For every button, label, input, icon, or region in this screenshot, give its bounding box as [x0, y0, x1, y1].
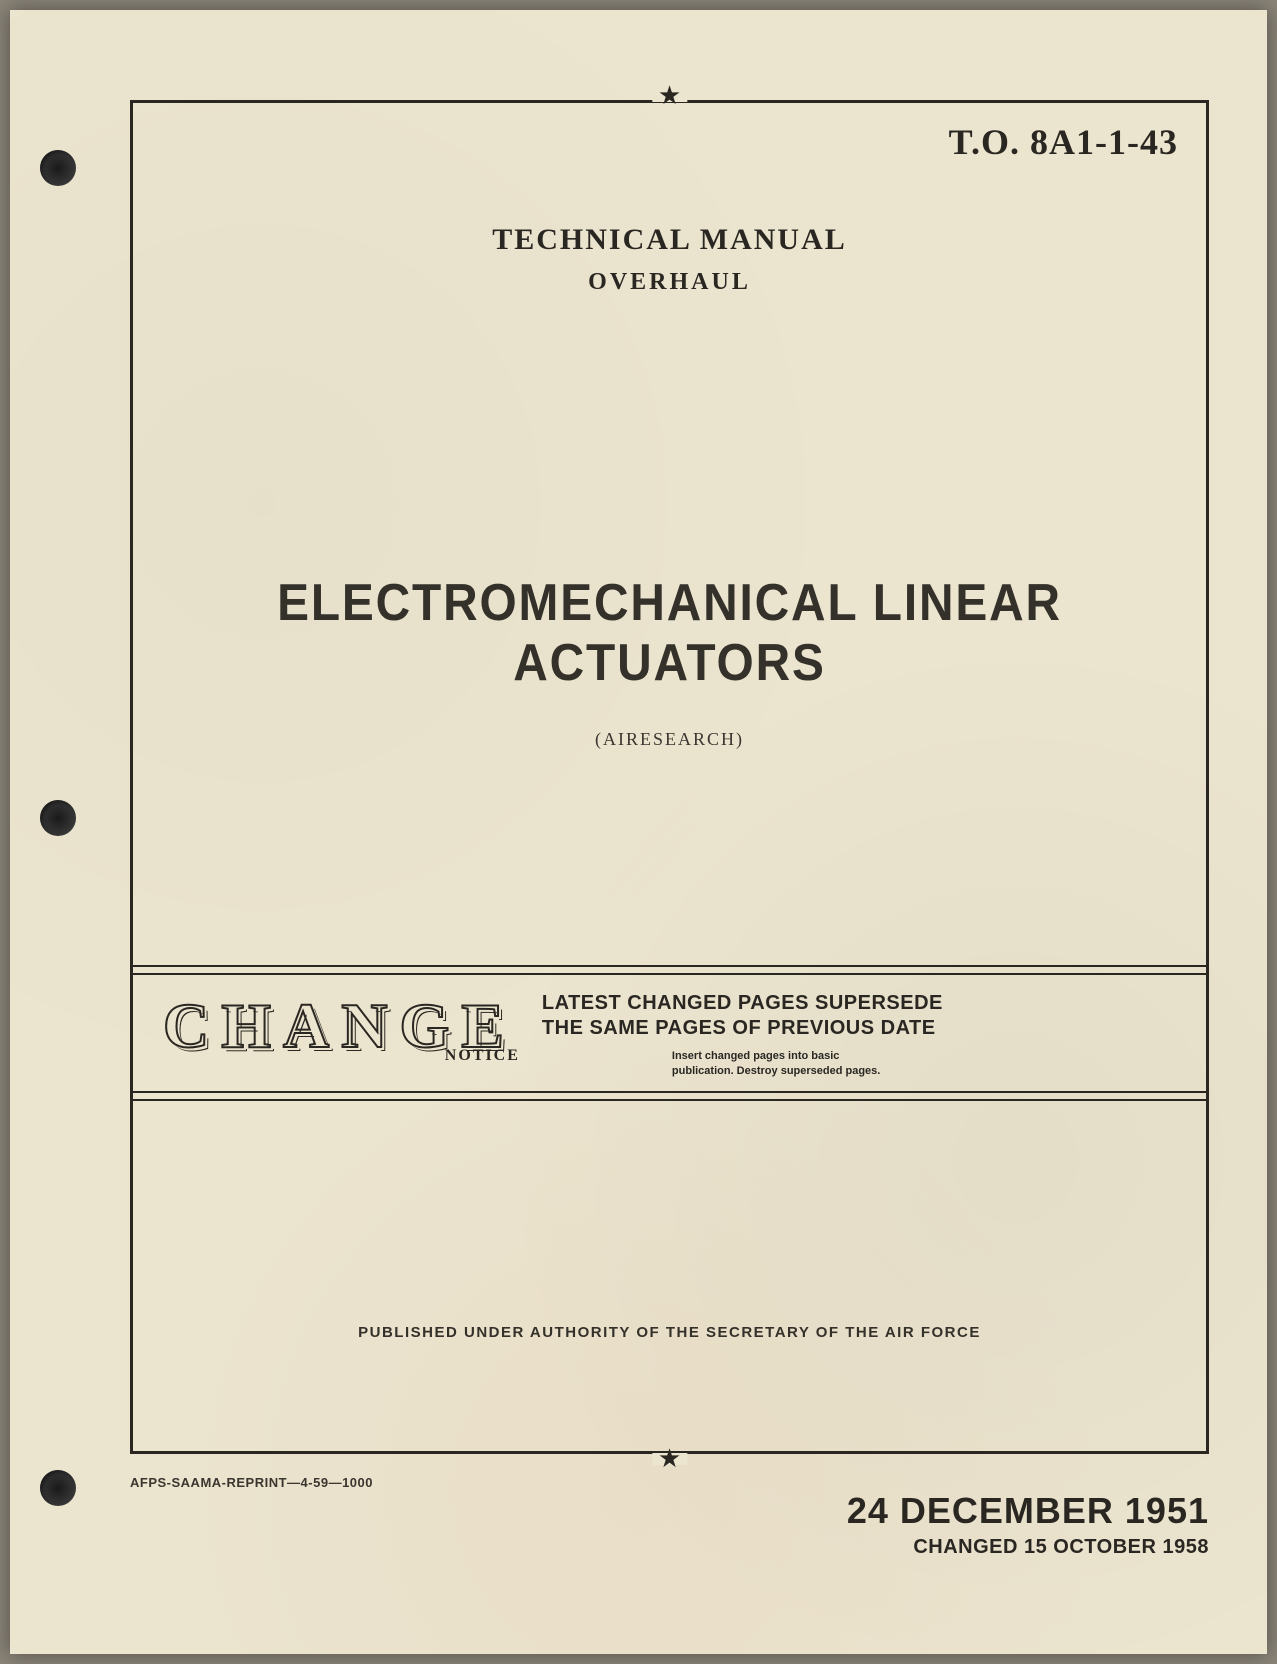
heading-overhaul: OVERHAUL [133, 269, 1206, 296]
supersede-line2: THE SAME PAGES OF PREVIOUS DATE [542, 1017, 936, 1039]
heading-technical-manual: TECHNICAL MANUAL [133, 223, 1206, 257]
supersede-text: LATEST CHANGED PAGES SUPERSEDE THE SAME … [542, 991, 1182, 1041]
document-number: T.O. 8A1-1-43 [949, 121, 1178, 163]
notice-text: NOTICE [445, 1047, 520, 1065]
change-band-text: LATEST CHANGED PAGES SUPERSEDE THE SAME … [542, 989, 1182, 1079]
date-changed: CHANGED 15 OCTOBER 1958 [847, 1536, 1209, 1559]
content-frame: ★ ★ T.O. 8A1-1-43 TECHNICAL MANUAL OVERH… [130, 100, 1209, 1454]
rule [133, 1099, 1206, 1101]
change-band-inner: CHANGE NOTICE LATEST CHANGED PAGES SUPER… [133, 973, 1206, 1093]
authority-statement: PUBLISHED UNDER AUTHORITY OF THE SECRETA… [133, 1324, 1206, 1341]
change-notice-band: CHANGE NOTICE LATEST CHANGED PAGES SUPER… [133, 965, 1206, 1101]
binder-hole [40, 150, 76, 186]
supersede-line1: LATEST CHANGED PAGES SUPERSEDE [542, 992, 943, 1014]
document-title: ELECTROMECHANICAL LINEAR ACTUATORS [176, 573, 1163, 693]
binder-hole [40, 800, 76, 836]
binder-hole [40, 1470, 76, 1506]
title-block: ELECTROMECHANICAL LINEAR ACTUATORS (AIRE… [133, 573, 1206, 750]
rule [133, 965, 1206, 967]
insert-line1: Insert changed pages into basic [672, 1050, 840, 1062]
date-issued: 24 DECEMBER 1951 [847, 1490, 1209, 1532]
manufacturer: (AIRESEARCH) [133, 729, 1206, 750]
reprint-code: AFPS-SAAMA-REPRINT—4-59—1000 [130, 1475, 373, 1490]
star-icon: ★ [652, 1453, 687, 1465]
insert-line2: publication. Destroy superseded pages. [672, 1065, 880, 1077]
insert-instructions: Insert changed pages into basic publicat… [542, 1049, 1182, 1079]
page: ★ ★ T.O. 8A1-1-43 TECHNICAL MANUAL OVERH… [10, 10, 1267, 1654]
heading-block: TECHNICAL MANUAL OVERHAUL [133, 223, 1206, 296]
star-icon: ★ [652, 90, 687, 102]
dates-block: 24 DECEMBER 1951 CHANGED 15 OCTOBER 1958 [847, 1490, 1209, 1559]
change-word: CHANGE NOTICE [163, 989, 516, 1063]
